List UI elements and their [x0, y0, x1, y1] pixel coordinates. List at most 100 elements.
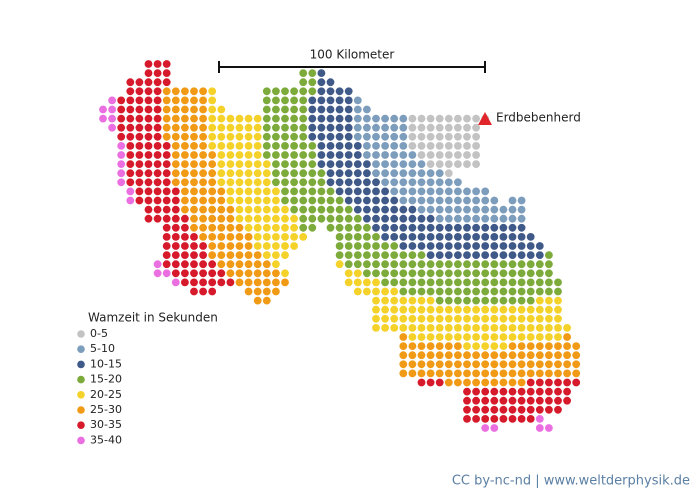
dot: [463, 233, 471, 241]
dot: [326, 187, 335, 196]
dot: [426, 214, 435, 223]
dot: [208, 260, 217, 269]
dot: [390, 205, 399, 214]
dot: [444, 132, 453, 141]
dot: [117, 160, 126, 169]
dot: [408, 196, 417, 205]
dot: [244, 205, 253, 214]
dot: [499, 396, 508, 405]
dot: [399, 278, 408, 287]
dot: [490, 242, 499, 250]
dot: [390, 314, 399, 323]
dot: [399, 269, 408, 278]
dot: [481, 314, 490, 323]
dot: [545, 296, 553, 305]
dot: [508, 233, 517, 241]
dot: [390, 142, 399, 150]
dot: [217, 260, 226, 269]
dot: [517, 415, 526, 423]
dot: [517, 278, 526, 287]
dot: [517, 242, 526, 250]
dot: [363, 260, 371, 269]
dot: [454, 278, 462, 287]
dot: [363, 233, 371, 241]
dot: [299, 69, 308, 77]
dot: [463, 351, 471, 360]
dot: [226, 160, 235, 169]
dot: [244, 123, 253, 132]
dot: [126, 96, 135, 105]
dot: [181, 114, 189, 123]
dot: [390, 269, 399, 278]
dot: [171, 169, 180, 178]
legend-label: 10-15: [90, 357, 122, 370]
dot: [262, 178, 271, 187]
legend-label: 30-35: [90, 418, 122, 431]
dot: [399, 114, 408, 123]
dot: [353, 160, 362, 169]
dot: [444, 242, 453, 250]
dot: [272, 132, 280, 141]
dot: [545, 278, 553, 287]
dot: [226, 269, 235, 278]
dot: [444, 369, 453, 378]
dot: [281, 96, 289, 105]
dot: [253, 287, 262, 296]
dot: [408, 151, 417, 159]
dot: [290, 223, 298, 232]
dot: [481, 396, 490, 405]
dot: [381, 123, 389, 132]
dot: [253, 123, 262, 132]
dot: [326, 223, 335, 232]
dot: [454, 324, 462, 332]
dot: [399, 314, 408, 323]
dot: [526, 378, 535, 387]
dot: [299, 169, 308, 178]
dot: [535, 396, 544, 405]
dot: [262, 196, 271, 205]
dot: [208, 278, 217, 287]
dot: [235, 132, 244, 141]
dot: [517, 296, 526, 305]
dot: [308, 187, 317, 196]
dot: [181, 269, 189, 278]
dot: [381, 114, 389, 123]
legend-dot: [77, 360, 85, 369]
dot: [126, 142, 135, 150]
dot: [235, 260, 244, 269]
dot: [181, 96, 189, 105]
dot: [463, 160, 471, 169]
dot: [363, 178, 371, 187]
dot: [308, 123, 317, 132]
dot: [199, 160, 208, 169]
dot: [408, 278, 417, 287]
dot: [308, 169, 317, 178]
dot: [262, 169, 271, 178]
dot: [208, 96, 217, 105]
dot: [171, 260, 180, 269]
dot: [181, 251, 189, 259]
dot: [290, 233, 298, 241]
dot: [335, 105, 344, 114]
dot: [335, 214, 344, 223]
dot: [517, 405, 526, 414]
dot: [326, 169, 335, 178]
dot: [199, 196, 208, 205]
dot: [190, 214, 198, 223]
dot: [253, 132, 262, 141]
dot: [517, 269, 526, 278]
dot: [572, 351, 581, 360]
dot: [290, 123, 298, 132]
dot: [490, 369, 499, 378]
dot: [517, 342, 526, 350]
dot: [526, 305, 535, 314]
dot: [499, 415, 508, 423]
dot: [526, 269, 535, 278]
dot: [199, 87, 208, 96]
dot: [444, 314, 453, 323]
dot: [262, 296, 271, 305]
dot: [508, 378, 517, 387]
dot: [417, 242, 426, 250]
dot: [244, 169, 253, 178]
dot: [326, 178, 335, 187]
